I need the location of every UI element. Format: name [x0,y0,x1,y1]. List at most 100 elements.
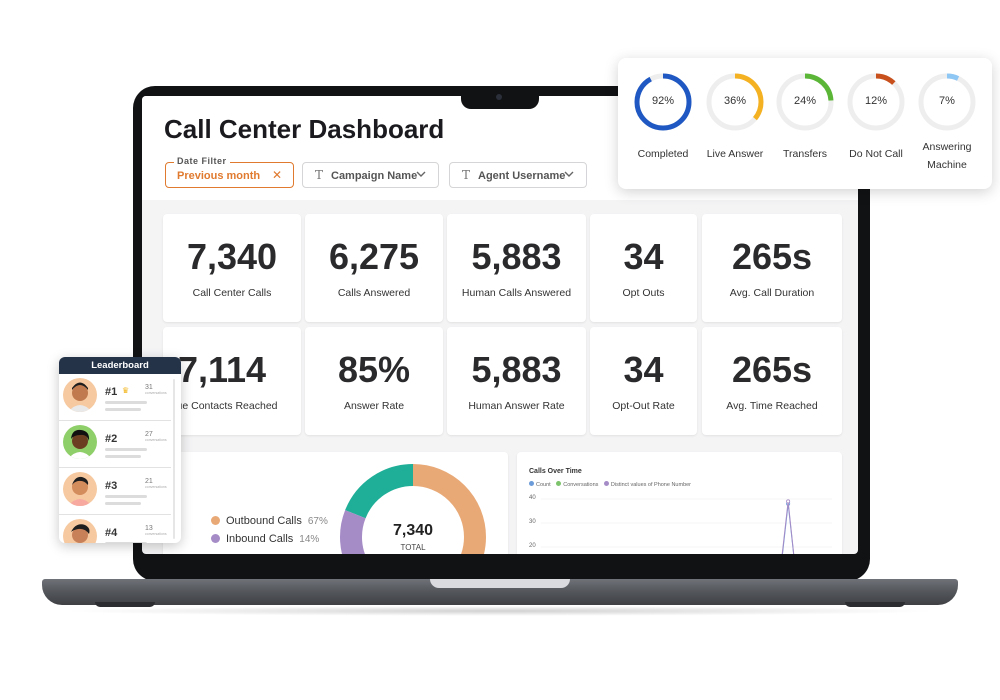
series-line [781,501,795,554]
progress-ring-fill [847,73,905,131]
metric-card: 34 Opt-Out Rate [590,327,697,435]
placeholder-bar [105,455,141,458]
conversation-count-caption: conversations [145,438,167,442]
conversation-count: 21 [145,478,153,485]
camera-icon [496,94,502,100]
agent-username-filter[interactable]: T Agent Username [449,162,587,188]
legend-dot [211,534,220,543]
laptop-foot [845,602,905,607]
avatar [63,425,97,459]
legend-label: Distinct values of Phone Number [610,482,692,488]
conversation-count: 27 [145,431,153,438]
donut-chart [340,464,487,554]
metric-label: Calls Answered [337,287,411,299]
metric-label: Avg. Call Duration [729,287,815,299]
leaderboard-rank: #1 [105,386,118,398]
campaign-name-filter[interactable]: T Campaign Name [302,162,439,188]
data-point [786,499,791,504]
placeholder-bar [105,408,141,411]
metric-card: 7,340 Call Center Calls [163,214,301,322]
clear-icon[interactable]: ✕ [271,168,282,182]
legend-item-outbound: Outbound Calls 67% [211,515,328,527]
avatar [63,378,97,412]
laptop-opening-groove [430,579,570,588]
y-tick-label: 20 [529,543,536,549]
donut-slice-outbound [340,464,486,554]
campaign-name-label: Campaign Name [331,170,418,182]
stat-label: Do Not Call [849,148,903,160]
date-filter[interactable]: Date Filter Previous month ✕ [165,156,294,188]
progress-ring-fill [918,73,976,131]
metric-label: Human Answer Rate [468,400,565,412]
metric-card: 34 Opt Outs [590,214,697,322]
stat-completed: 92% Completed [628,72,698,163]
metric-label: Avg. Time Reached [726,400,818,412]
leaderboard-row[interactable]: #1 ♛ 31 conversations [59,374,171,421]
stat-do-not-call: 12% Do Not Call [841,72,911,163]
crown-icon: ♛ [122,386,130,395]
placeholder-bar [105,502,141,505]
chart-legend: Count Conversations Distinct values of P… [529,481,691,488]
y-tick-label: 30 [529,519,536,525]
metric-card: 5,883 Human Answer Rate [447,327,586,435]
metric-value: 5,883 [471,349,562,390]
leaderboard-rank: #4 [105,527,118,539]
chevron-down-icon [564,171,574,177]
metric-label: Human Calls Answered [461,287,572,299]
stat-answering-machine: 7% Answering Machine [912,72,982,174]
leaderboard-rank: #3 [105,480,118,492]
call-outcome-stats-card: 92% Completed 36% Live Answer 24% Transf… [618,58,992,189]
chart-title: Calls Over Time [529,468,582,475]
metric-label: Opt-Out Rate [612,400,675,412]
donut-total-label: TOTAL [400,543,426,552]
stat-label: Completed [637,148,689,160]
progress-ring [706,73,764,131]
metric-label: nique Contacts Reached [162,400,278,412]
stat-percent: 12% [864,95,888,107]
legend-dot [529,481,534,486]
conversation-count-caption: conversations [145,391,167,395]
date-filter-label: Date Filter [174,156,230,166]
calls-over-time-card: Calls Over Time Count Conversations Dist… [517,452,842,554]
legend-percent: 67% [307,516,328,527]
date-filter-value: Previous month [177,170,261,182]
metric-card: 265s Avg. Call Duration [702,214,842,322]
progress-ring [634,73,692,131]
legend-percent: 14% [299,534,320,545]
legend-label: Count [536,482,551,488]
progress-ring [847,73,905,131]
metric-value: 7,114 [177,349,267,390]
avatar [63,519,97,543]
legend-label: Outbound Calls [226,515,302,527]
metric-card: 85% Answer Rate [305,327,443,435]
legend-item-inbound: Inbound Calls 14% [211,533,319,545]
placeholder-bar [105,495,147,498]
progress-ring-fill [706,73,764,131]
y-tick-label: 40 [529,495,536,501]
series-line [781,503,795,554]
scrollbar[interactable] [173,379,175,539]
legend-dot [556,481,562,486]
metric-label: Opt Outs [622,287,665,299]
legend-dot [603,481,609,486]
legend-dot [211,516,220,525]
text-type-icon: T [462,168,471,182]
metric-value: 265s [731,349,813,390]
stat-label: Live Answer [706,148,764,160]
metric-card: 6,275 Calls Answered [305,214,443,322]
leaderboard-row[interactable]: #3 21 conversations [59,468,171,515]
metric-value: 7,340 [186,236,278,277]
metric-label: Answer Rate [343,400,405,412]
metric-value: 85% [337,349,411,390]
leaderboard-row[interactable]: #2 27 conversations [59,421,171,468]
leaderboard-panel: Leaderboard #1 ♛ 31 conversations #2 27 … [59,357,181,543]
conversation-count-caption: conversations [145,532,167,536]
line-chart-plot [541,498,832,554]
metric-label: Call Center Calls [192,287,272,299]
progress-ring-fill [776,73,834,131]
laptop-foot [95,602,155,607]
stat-label: Transfers [783,148,827,160]
stat-transfers: 24% Transfers [770,72,840,163]
metric-value: 34 [623,236,664,277]
leaderboard-row[interactable]: #4 13 conversations [59,515,171,543]
